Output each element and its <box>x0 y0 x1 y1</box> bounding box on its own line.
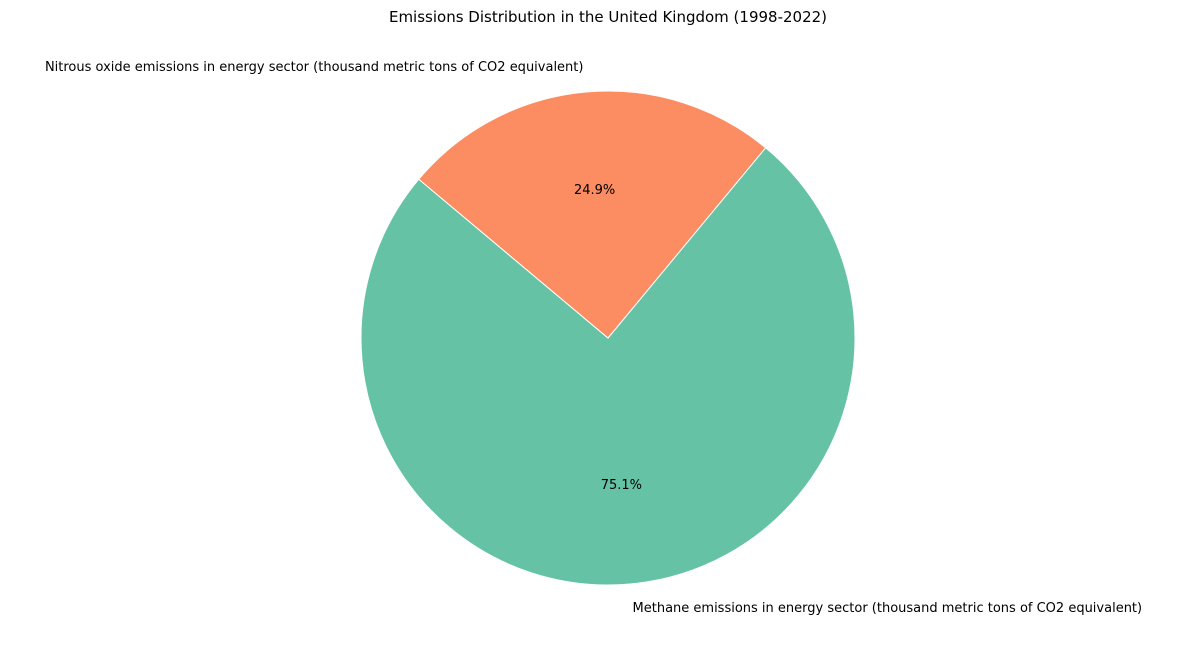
pie-slice-pct-label-0: 75.1% <box>601 478 642 493</box>
pie-slice-1 <box>418 90 767 339</box>
pie-slice-category-label-1: Nitrous oxide emissions in energy sector… <box>45 60 584 75</box>
pie-labels: 75.1% Methane emissions in energy sector … <box>45 60 1142 616</box>
chart-title: Emissions Distribution in the United Kin… <box>389 8 827 26</box>
pie-slices <box>360 90 856 586</box>
pie-slice-0 <box>360 147 856 586</box>
pie-slice-pct-label-1: 24.9% <box>574 183 615 198</box>
pie-slice-category-label-0: Methane emissions in energy sector (thou… <box>633 601 1143 616</box>
